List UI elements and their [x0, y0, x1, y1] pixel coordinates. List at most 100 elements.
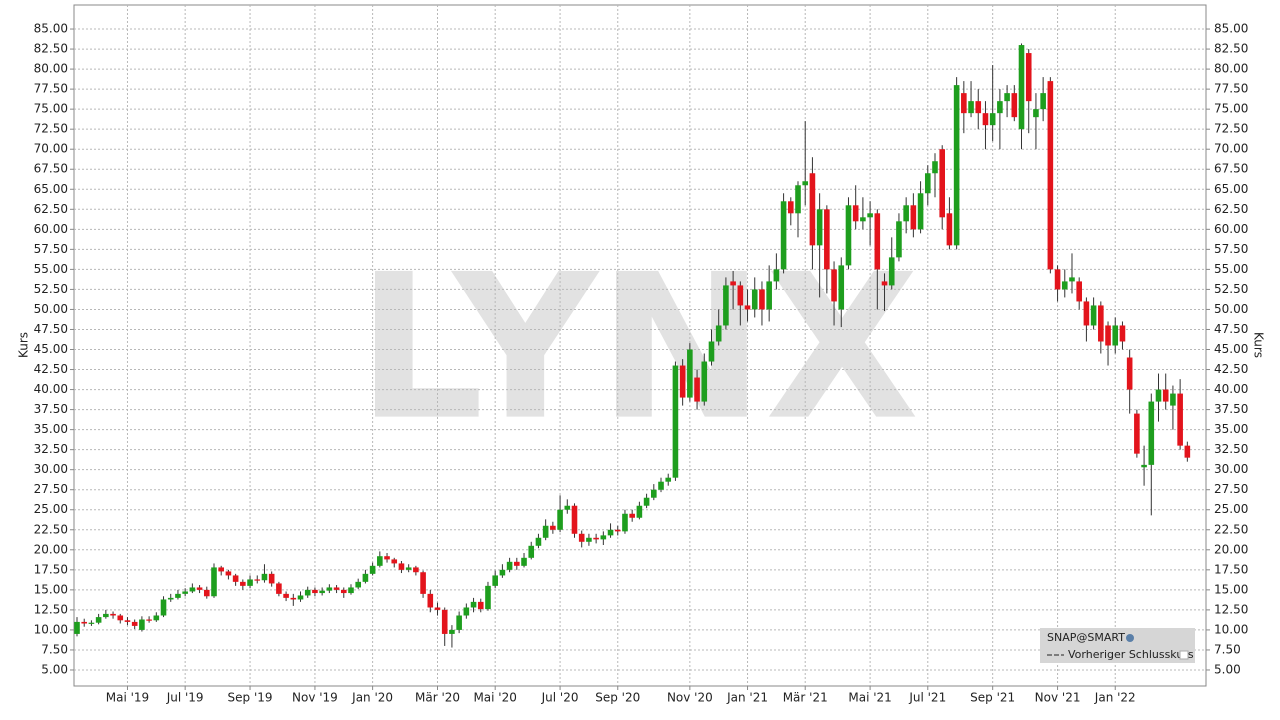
candle-body: [708, 341, 715, 362]
candle-body: [1018, 45, 1025, 130]
y-tick-label: 50.00: [34, 302, 68, 316]
candle-body: [1040, 93, 1046, 110]
x-tick-label: Jul '20: [541, 691, 579, 705]
candle-body: [124, 620, 131, 622]
candle-body: [110, 613, 116, 616]
candle-body: [312, 589, 318, 594]
y-tick-label: 62.50: [34, 202, 68, 216]
y2-tick-label: 82.50: [1214, 42, 1248, 56]
candle-body: [730, 281, 736, 286]
candle-body: [203, 589, 210, 597]
candle-body: [326, 587, 333, 591]
candle-body: [795, 185, 801, 214]
y-tick-label: 65.00: [34, 182, 68, 196]
candle-body: [881, 281, 888, 286]
y2-tick-label: 50.00: [1214, 302, 1248, 316]
candle-body: [1047, 81, 1054, 270]
candle-body: [874, 213, 881, 270]
candle-body: [211, 567, 217, 597]
candle-body: [860, 217, 866, 222]
legend-checkbox[interactable]: [1179, 650, 1189, 660]
candle-body: [867, 213, 873, 218]
candle-body: [607, 529, 614, 536]
candle-body: [232, 575, 239, 582]
candle-body: [261, 573, 268, 581]
candle-body: [276, 583, 282, 594]
candle-body: [694, 377, 700, 402]
candle-body: [74, 621, 80, 634]
y-tick-label: 55.00: [34, 262, 68, 276]
candle-body: [1054, 269, 1061, 290]
y2-tick-label: 75.00: [1214, 102, 1248, 116]
legend-icon: [1126, 634, 1134, 642]
candle-body: [687, 349, 693, 398]
x-tick-label: Mär '20: [415, 691, 460, 705]
candle-body: [247, 579, 253, 586]
y-axis-label: Kurs: [17, 332, 31, 358]
y2-tick-label: 70.00: [1214, 142, 1248, 156]
candle-body: [268, 573, 275, 584]
x-tick-label: Nov '19: [292, 691, 338, 705]
candle-body: [413, 567, 419, 573]
candle-body: [1141, 464, 1147, 468]
x-tick-label: Mai '21: [848, 691, 891, 705]
candle-body: [1083, 301, 1090, 326]
y2-tick-label: 22.50: [1214, 522, 1248, 536]
candle-body: [809, 173, 816, 246]
y-tick-label: 52.50: [34, 282, 68, 296]
y2-tick-label: 65.00: [1214, 182, 1248, 196]
candle-body: [304, 589, 311, 596]
candle-body: [946, 213, 953, 246]
candle-body: [1170, 393, 1176, 406]
y-tick-label: 5.00: [41, 662, 68, 676]
candle-body: [557, 509, 563, 530]
candle-body: [521, 557, 527, 566]
y2-tick-label: 15.00: [1214, 582, 1248, 596]
candle-body: [751, 289, 758, 310]
candle-body: [398, 563, 405, 570]
legend-entry: Vorheriger Schlusskurs: [1068, 648, 1194, 661]
x-tick-label: Jan '20: [351, 691, 393, 705]
candle-body: [896, 221, 902, 258]
candle-body: [910, 205, 917, 230]
candle-body: [780, 201, 787, 270]
candle-body: [578, 533, 585, 542]
candle-body: [405, 567, 412, 570]
y-tick-label: 30.00: [34, 462, 68, 476]
y2-tick-label: 55.00: [1214, 262, 1248, 276]
candle-body: [218, 567, 225, 572]
candle-body: [434, 607, 441, 610]
candle-body: [997, 101, 1003, 114]
candle-body: [355, 581, 361, 588]
y-tick-label: 7.50: [41, 642, 68, 656]
candle-body: [715, 325, 722, 342]
candle-body: [384, 556, 390, 560]
y-tick-label: 77.50: [34, 82, 68, 96]
x-tick-label: Jan '21: [726, 691, 768, 705]
y2-tick-label: 40.00: [1214, 382, 1248, 396]
candle-body: [665, 477, 672, 482]
candle-body: [737, 285, 744, 306]
legend-symbol: SNAP@SMART: [1047, 631, 1125, 644]
y-tick-label: 67.50: [34, 162, 68, 176]
y2-tick-label: 32.50: [1214, 442, 1248, 456]
candle-body: [297, 595, 304, 600]
candle-body: [283, 593, 289, 598]
candle-body: [845, 205, 852, 266]
x-tick-label: Nov '21: [1035, 691, 1081, 705]
candle-body: [636, 505, 643, 518]
candle-body: [167, 597, 174, 600]
candle-body: [651, 489, 657, 498]
candle-body: [1184, 445, 1191, 458]
candle-body: [1177, 393, 1183, 446]
candle-body: [766, 281, 772, 310]
candle-body: [485, 585, 491, 610]
candle-body: [816, 209, 823, 246]
y-tick-label: 17.50: [34, 562, 68, 576]
candle-body: [888, 257, 895, 286]
candle-body: [225, 571, 232, 576]
candle-body: [679, 365, 686, 398]
y2-tick-label: 45.00: [1214, 342, 1248, 356]
y2-tick-label: 77.50: [1214, 82, 1248, 96]
candle-body: [600, 535, 607, 540]
